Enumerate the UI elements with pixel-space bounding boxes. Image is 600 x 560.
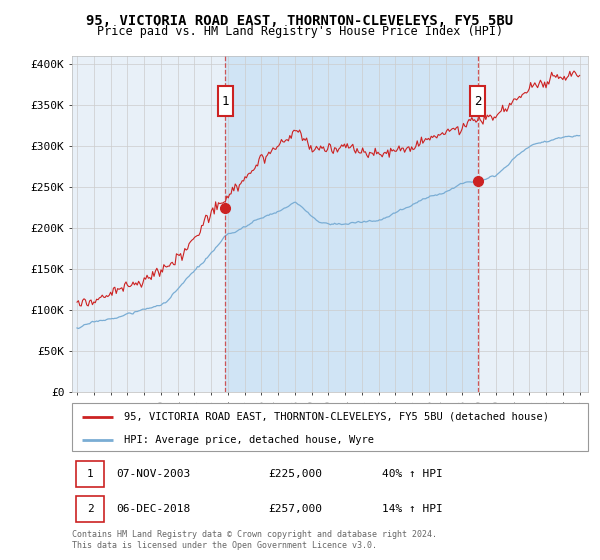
Text: 14% ↑ HPI: 14% ↑ HPI xyxy=(382,504,442,514)
Text: 1: 1 xyxy=(221,95,229,108)
Text: 06-DEC-2018: 06-DEC-2018 xyxy=(116,504,190,514)
Text: £257,000: £257,000 xyxy=(268,504,322,514)
Text: 40% ↑ HPI: 40% ↑ HPI xyxy=(382,469,442,479)
FancyBboxPatch shape xyxy=(76,460,104,487)
Text: 1: 1 xyxy=(86,469,94,479)
Text: Contains HM Land Registry data © Crown copyright and database right 2024.: Contains HM Land Registry data © Crown c… xyxy=(72,530,437,539)
FancyBboxPatch shape xyxy=(72,403,588,451)
Text: HPI: Average price, detached house, Wyre: HPI: Average price, detached house, Wyre xyxy=(124,435,374,445)
FancyBboxPatch shape xyxy=(470,86,485,116)
Text: 2: 2 xyxy=(474,95,482,108)
Bar xyxy=(225,56,478,392)
FancyBboxPatch shape xyxy=(76,496,104,522)
Text: This data is licensed under the Open Government Licence v3.0.: This data is licensed under the Open Gov… xyxy=(72,541,377,550)
Text: 95, VICTORIA ROAD EAST, THORNTON-CLEVELEYS, FY5 5BU (detached house): 95, VICTORIA ROAD EAST, THORNTON-CLEVELE… xyxy=(124,412,548,422)
Text: 95, VICTORIA ROAD EAST, THORNTON-CLEVELEYS, FY5 5BU: 95, VICTORIA ROAD EAST, THORNTON-CLEVELE… xyxy=(86,14,514,28)
Text: 2: 2 xyxy=(86,504,94,514)
FancyBboxPatch shape xyxy=(218,86,233,116)
Text: Price paid vs. HM Land Registry's House Price Index (HPI): Price paid vs. HM Land Registry's House … xyxy=(97,25,503,38)
Text: 07-NOV-2003: 07-NOV-2003 xyxy=(116,469,190,479)
Text: £225,000: £225,000 xyxy=(268,469,322,479)
